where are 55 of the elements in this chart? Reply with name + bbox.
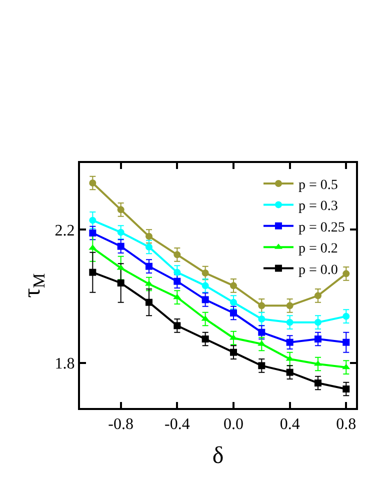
point — [146, 298, 152, 306]
point — [286, 318, 294, 326]
point — [202, 336, 209, 342]
point — [174, 278, 181, 285]
x-tick-label: -0.8 — [108, 416, 134, 434]
point — [258, 362, 266, 370]
point — [342, 386, 350, 392]
point — [286, 368, 294, 376]
point — [342, 312, 350, 320]
point — [258, 316, 266, 322]
point — [258, 328, 266, 336]
point — [89, 230, 96, 236]
point — [314, 336, 322, 342]
point — [314, 292, 322, 300]
x-tick-label: 0.0 — [223, 416, 244, 434]
point — [286, 338, 294, 346]
point — [314, 318, 322, 326]
point — [117, 242, 124, 250]
y-tick-label: 2.2 — [54, 222, 75, 240]
point — [342, 364, 350, 370]
point — [146, 244, 152, 250]
legend-label: p = 0.3 — [298, 199, 338, 214]
x-tick-label: 0.4 — [280, 416, 300, 434]
point — [202, 270, 209, 276]
point — [342, 338, 350, 346]
point — [174, 251, 181, 258]
point — [89, 216, 96, 224]
point — [146, 232, 152, 240]
point — [174, 268, 181, 276]
y-tick-label: 1.8 — [54, 356, 75, 373]
legend-label: p = 0.0 — [298, 262, 338, 278]
legend-label: p = 0.2 — [298, 242, 338, 257]
point — [202, 296, 209, 304]
point — [89, 180, 96, 186]
point — [174, 322, 181, 330]
legend-label: p = 0.5 — [298, 178, 338, 193]
point — [314, 380, 322, 386]
point — [117, 280, 124, 286]
point — [230, 282, 237, 290]
point — [286, 302, 294, 310]
point — [117, 206, 124, 214]
point — [146, 262, 152, 270]
point — [342, 270, 350, 278]
point — [230, 298, 237, 306]
x-tick-label: -0.4 — [164, 416, 190, 434]
point — [117, 228, 124, 236]
point — [258, 302, 266, 310]
point — [230, 348, 237, 356]
x-axis-title: δ — [212, 443, 224, 469]
x-tick-label: 0.8 — [336, 416, 356, 434]
legend-label: p = 0.25 — [298, 220, 345, 236]
point — [230, 310, 237, 316]
point — [202, 282, 209, 290]
point — [173, 294, 182, 300]
point — [89, 268, 96, 276]
